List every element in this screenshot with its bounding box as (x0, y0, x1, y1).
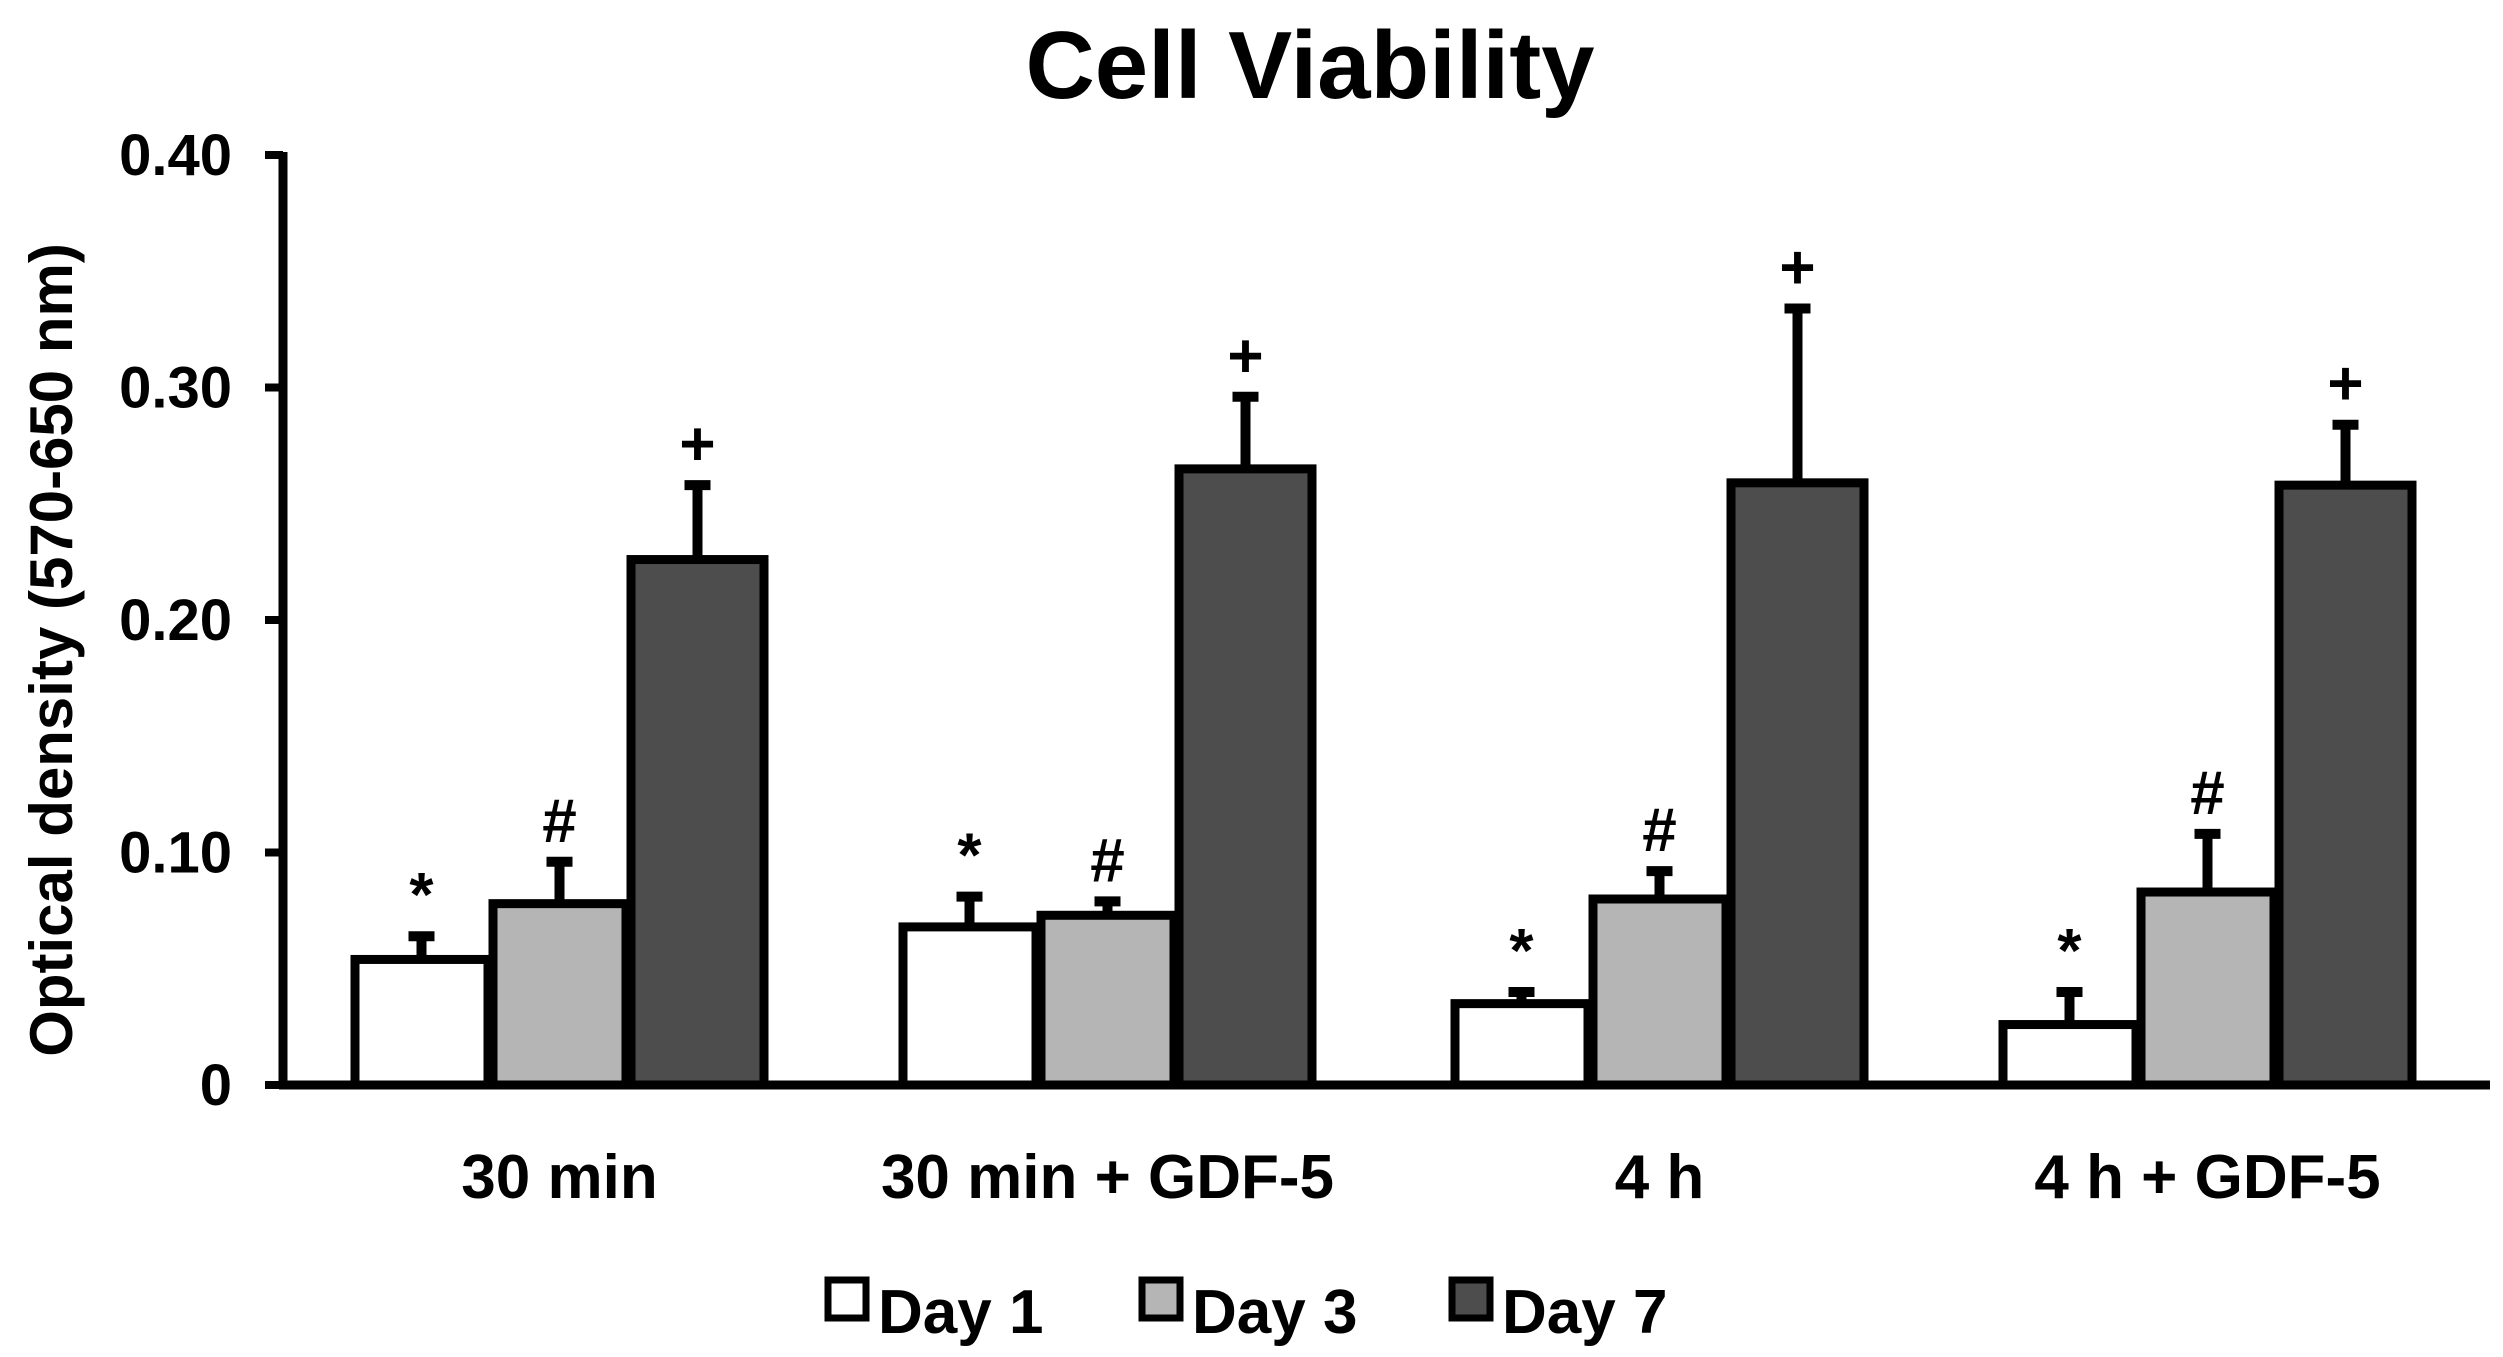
bar (1036, 910, 1179, 1090)
x-tick-label: 30 min (461, 1143, 657, 1212)
y-tick-label: 0 (200, 1053, 232, 1118)
y-tick-label: 0.40 (119, 123, 232, 188)
significance-marker: + (1227, 322, 1263, 391)
significance-marker: * (1509, 917, 1534, 986)
y-tick-label: 0.10 (119, 821, 232, 886)
x-tick-label: 30 min + GDF-5 (881, 1143, 1334, 1212)
significance-marker: * (2057, 917, 2082, 986)
y-tick-label: 0.30 (119, 356, 232, 421)
bar (1588, 894, 1731, 1090)
bar (1174, 464, 1317, 1090)
bar (898, 922, 1041, 1090)
legend-label: Day 3 (1192, 1278, 1357, 1347)
significance-marker: # (542, 787, 576, 856)
significance-marker: # (2190, 759, 2224, 828)
chart-title: Cell Viability (1025, 12, 1594, 119)
bar (1450, 999, 1593, 1090)
y-axis-label: Optical density (570-650 nm) (18, 243, 85, 1057)
bar (626, 555, 769, 1090)
legend-label: Day 1 (878, 1278, 1043, 1347)
plot-area: 0 0.10 0.20 0.30 0.40 * # +30 min * # +30 min + GD… (119, 123, 2490, 1212)
bar (1998, 1020, 2141, 1090)
legend-swatch (1448, 1276, 1494, 1322)
significance-marker: + (679, 410, 715, 479)
x-tick-label: 4 h (1615, 1143, 1705, 1212)
legend-swatch (1138, 1276, 1184, 1322)
x-tick-label: 4 h + GDF-5 (2034, 1143, 2380, 1212)
bar (2274, 480, 2417, 1090)
significance-marker: # (1642, 796, 1676, 865)
legend: Day 1 Day 3 Day 7 (824, 1276, 1667, 1347)
bar (2136, 887, 2279, 1090)
significance-marker: + (1779, 233, 1815, 302)
significance-marker: * (409, 861, 434, 930)
bar (488, 899, 631, 1090)
significance-marker: # (1090, 826, 1124, 895)
significance-marker: * (957, 822, 982, 891)
bar (1726, 478, 1869, 1090)
legend-swatch (824, 1276, 870, 1322)
legend-label: Day 7 (1502, 1278, 1667, 1347)
significance-marker: + (2327, 350, 2363, 419)
bar (350, 954, 493, 1090)
y-tick-label: 0.20 (119, 588, 232, 653)
